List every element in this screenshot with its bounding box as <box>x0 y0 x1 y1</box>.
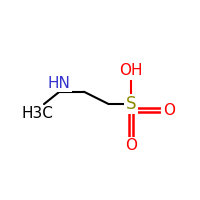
Text: S: S <box>126 95 136 113</box>
Text: O: O <box>125 138 137 153</box>
Text: OH: OH <box>119 63 143 78</box>
Text: H3C: H3C <box>21 106 53 121</box>
Text: O: O <box>163 103 175 118</box>
Text: HN: HN <box>48 76 71 91</box>
